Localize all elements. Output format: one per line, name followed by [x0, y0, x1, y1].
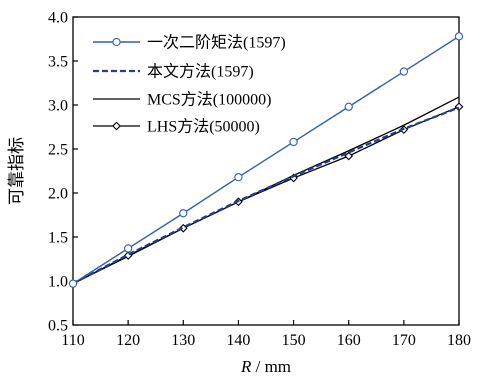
axis-ticks: [72, 16, 460, 326]
y-tick-label: 2.5: [48, 142, 68, 159]
series-0: [68, 32, 464, 288]
data-point: [454, 32, 464, 41]
y-tick-label: 1.0: [48, 274, 68, 291]
series-line: [72, 106, 460, 285]
series-line: [72, 35, 460, 285]
y-tick-label: 1.5: [48, 230, 68, 247]
data-point: [234, 173, 243, 182]
series-line: [72, 96, 460, 285]
y-tick-label: 0.5: [48, 318, 68, 335]
series-1: [72, 106, 460, 285]
legend-marker: [112, 121, 121, 131]
data-point: [179, 209, 188, 218]
legend-label: 一次二阶矩法(1597): [147, 34, 286, 52]
legend: 一次二阶矩法(1597) 本文方法(1597) MCS方法(100000) LHS方法…: [93, 34, 286, 136]
legend-marker: [112, 37, 121, 47]
x-axis-label: R / mm: [240, 357, 291, 376]
legend-item: 一次二阶矩法(1597): [93, 34, 286, 52]
legend-item: 本文方法(1597): [93, 63, 254, 81]
y-axis-label: 可靠指标: [7, 137, 26, 205]
legend-label: 本文方法(1597): [147, 63, 254, 81]
x-tick-label: 110: [61, 332, 84, 349]
x-tick-label: 170: [392, 332, 416, 349]
legend-item: LHS方法(50000): [93, 118, 260, 136]
data-point: [399, 67, 409, 76]
legend-label: MCS方法(100000): [147, 91, 271, 109]
data-point: [454, 102, 464, 112]
data-point: [68, 279, 78, 288]
x-tick-label: 130: [171, 332, 195, 349]
legend-label: LHS方法(50000): [147, 118, 260, 136]
data-point: [289, 137, 298, 147]
x-tick-label: 140: [226, 332, 250, 349]
y-tick-label: 2.0: [48, 186, 68, 203]
series-2: [72, 96, 460, 285]
data-point: [123, 244, 133, 253]
y-tick-label: 4.0: [48, 10, 68, 27]
plot-area: [72, 16, 460, 326]
series-layer: [68, 32, 464, 289]
x-tick-label: 150: [282, 332, 306, 349]
y-tick-label: 3.0: [48, 98, 68, 115]
x-tick-label: 180: [447, 332, 471, 349]
y-tick-label: 3.5: [48, 54, 68, 71]
x-tick-label: 160: [337, 332, 361, 349]
data-point: [344, 102, 353, 111]
x-axis-unit: / mm: [251, 357, 291, 376]
x-axis-variable: R: [240, 357, 252, 376]
tick-labels: 110 120 130 140 150 160 170 180 0.5 1.0 1.5 2.0 2.5 3…: [48, 10, 471, 350]
legend-item: MCS方法(100000): [93, 91, 271, 109]
x-tick-label: 120: [116, 332, 140, 349]
data-point: [344, 151, 354, 161]
